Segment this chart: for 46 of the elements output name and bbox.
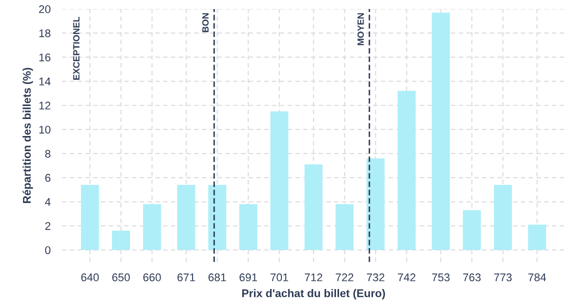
y-tick-label: 10 bbox=[39, 126, 50, 134]
x-tick-label: 640 bbox=[81, 273, 99, 282]
bar bbox=[112, 230, 130, 250]
x-tick-label: 660 bbox=[143, 273, 161, 282]
x-tick-label: 691 bbox=[240, 273, 258, 282]
x-tick-label: 763 bbox=[463, 273, 481, 282]
bar bbox=[432, 12, 450, 250]
x-tick-label: 773 bbox=[494, 273, 512, 282]
bar bbox=[494, 184, 512, 250]
x-tick-label: 722 bbox=[336, 273, 354, 282]
ref-line-label: BON bbox=[202, 13, 209, 32]
x-tick-label: 784 bbox=[528, 273, 546, 282]
y-tick-label: 4 bbox=[44, 198, 51, 206]
x-tick-label: 753 bbox=[432, 273, 450, 282]
y-tick-label: 14 bbox=[39, 78, 51, 86]
x-tick-label: 671 bbox=[177, 273, 195, 282]
bar bbox=[80, 184, 99, 250]
annotation: EXCEPTIONEL bbox=[73, 16, 80, 80]
y-tick-label: 16 bbox=[39, 53, 50, 62]
x-tick-label: 732 bbox=[366, 273, 384, 282]
x-tick-label: 681 bbox=[208, 273, 226, 282]
bar bbox=[462, 210, 481, 250]
bar bbox=[208, 184, 226, 250]
bar bbox=[336, 204, 354, 250]
bar bbox=[143, 204, 162, 250]
bar bbox=[528, 224, 546, 250]
x-tick-label: 742 bbox=[398, 273, 416, 282]
y-tick-label: 18 bbox=[39, 29, 50, 38]
y-tick-label: 20 bbox=[39, 5, 50, 14]
y-axis-title: Répartition des billets (%) bbox=[22, 68, 33, 203]
x-axis-title: Prix d'achat du billet (Euro) bbox=[242, 289, 385, 300]
y-tick-label: 0 bbox=[45, 246, 50, 254]
x-tick-label: 712 bbox=[304, 273, 322, 282]
y-tick-label: 8 bbox=[45, 150, 50, 158]
y-tick-label: 6 bbox=[45, 174, 50, 182]
ref-line-label: MOYEN bbox=[357, 13, 364, 46]
bar bbox=[177, 184, 196, 250]
bar bbox=[304, 164, 323, 250]
x-tick-label: 650 bbox=[112, 273, 130, 282]
bar bbox=[239, 204, 258, 250]
x-tick-label: 701 bbox=[270, 273, 288, 282]
bar bbox=[398, 90, 416, 250]
y-tick-label: 2 bbox=[45, 222, 50, 230]
bar bbox=[366, 158, 385, 250]
bar bbox=[270, 111, 288, 250]
y-tick-label: 12 bbox=[39, 102, 50, 110]
